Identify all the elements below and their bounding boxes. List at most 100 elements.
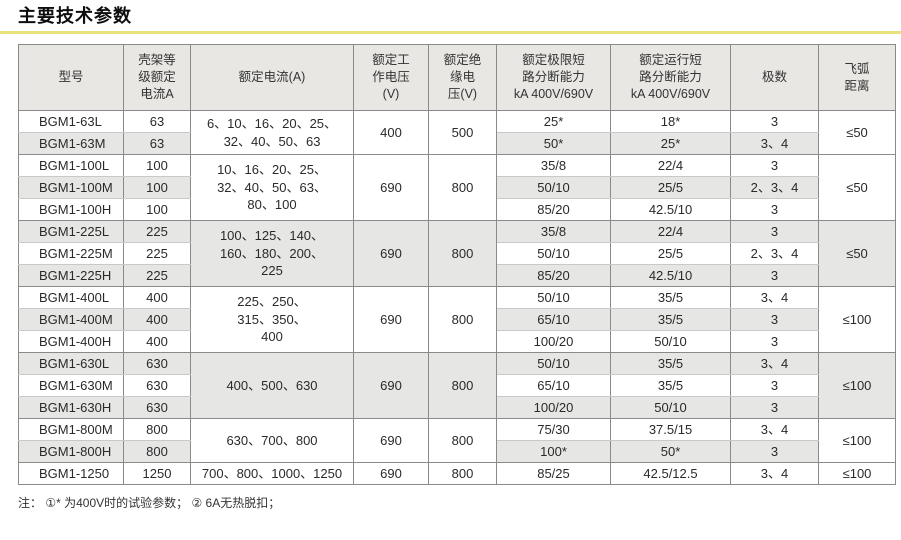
table-row: BGM1-63L 63 6、10、16、20、25、 32、40、50、63 4…: [18, 110, 896, 155]
table-row: BGM1-800M 800 630、700、800 690 800 75/30 …: [18, 418, 896, 463]
table-row: BGM1-225M 225 50/10 25/5 2、3、4: [18, 242, 896, 265]
ultimate-breaking-cell: 50*: [496, 132, 611, 155]
page-title: 主要技术参数: [18, 6, 132, 26]
arc-distance-cell: ≤100: [818, 418, 896, 463]
poles-cell: 3: [730, 396, 819, 419]
col-header-service-breaking: 额定运行短 路分断能力 kA 400V/690V: [610, 44, 731, 111]
frame-current-cell: 800: [123, 418, 191, 441]
table-row: BGM1-1250 1250 700、800、1000、1250 690 800…: [18, 462, 896, 485]
ultimate-breaking-cell: 25*: [496, 110, 611, 133]
table-row: BGM1-630M 630 65/10 35/5 3: [18, 374, 896, 397]
service-breaking-cell: 42.5/12.5: [610, 462, 731, 485]
rated-current-cell: 6、10、16、20、25、 32、40、50、63: [190, 110, 354, 155]
table-row: BGM1-100H 100 85/20 42.5/10 3: [18, 198, 896, 221]
frame-current-cell: 1250: [123, 462, 191, 485]
poles-cell: 3: [730, 220, 819, 243]
spec-table: 型号 壳架等 级额定 电流A 额定电流(A) 额定工 作电压 (V) 额定绝 缘…: [18, 44, 896, 485]
frame-current-cell: 400: [123, 308, 191, 331]
model-cell: BGM1-800H: [18, 440, 124, 463]
rated-current-cell: 700、800、1000、1250: [190, 462, 354, 485]
service-breaking-cell: 22/4: [610, 220, 731, 243]
poles-cell: 3: [730, 308, 819, 331]
poles-cell: 3: [730, 440, 819, 463]
service-breaking-cell: 50*: [610, 440, 731, 463]
insulation-voltage-cell: 800: [428, 462, 497, 485]
model-cell: BGM1-800M: [18, 418, 124, 441]
frame-current-cell: 630: [123, 352, 191, 375]
ultimate-breaking-cell: 65/10: [496, 308, 611, 331]
ultimate-breaking-cell: 100/20: [496, 330, 611, 353]
insulation-voltage-cell: 800: [428, 220, 497, 287]
model-cell: BGM1-100L: [18, 154, 124, 177]
service-breaking-cell: 35/5: [610, 352, 731, 375]
service-breaking-cell: 42.5/10: [610, 264, 731, 287]
model-cell: BGM1-225L: [18, 220, 124, 243]
insulation-voltage-cell: 500: [428, 110, 497, 155]
arc-distance-cell: ≤50: [818, 154, 896, 221]
frame-current-cell: 630: [123, 374, 191, 397]
service-breaking-cell: 35/5: [610, 374, 731, 397]
col-header-insulation-voltage: 额定绝 缘电 压(V): [428, 44, 497, 111]
col-header-rated-current: 额定电流(A): [190, 44, 354, 111]
table-row: BGM1-400L 400 225、250、 315、350、 400 690 …: [18, 286, 896, 353]
table-row: BGM1-100M 100 50/10 25/5 2、3、4: [18, 176, 896, 199]
frame-current-cell: 100: [123, 176, 191, 199]
rated-current-cell: 630、700、800: [190, 418, 354, 463]
rated-current-cell: 10、16、20、25、 32、40、50、63、 80、100: [190, 154, 354, 221]
ultimate-breaking-cell: 65/10: [496, 374, 611, 397]
ultimate-breaking-cell: 35/8: [496, 154, 611, 177]
working-voltage-cell: 690: [353, 220, 429, 287]
working-voltage-cell: 690: [353, 352, 429, 419]
model-cell: BGM1-630H: [18, 396, 124, 419]
model-cell: BGM1-630L: [18, 352, 124, 375]
model-cell: BGM1-63L: [18, 110, 124, 133]
service-breaking-cell: 35/5: [610, 308, 731, 331]
poles-cell: 3: [730, 374, 819, 397]
table-row: BGM1-400H 400 100/20 50/10 3: [18, 330, 896, 353]
frame-current-cell: 100: [123, 198, 191, 221]
col-header-poles: 极数: [730, 44, 819, 111]
frame-current-cell: 400: [123, 330, 191, 353]
table-row: BGM1-63M 63 50* 25* 3、4: [18, 132, 896, 155]
model-cell: BGM1-400H: [18, 330, 124, 353]
poles-cell: 3、4: [730, 352, 819, 375]
ultimate-breaking-cell: 50/10: [496, 242, 611, 265]
model-cell: BGM1-225M: [18, 242, 124, 265]
poles-cell: 3、4: [730, 418, 819, 441]
arc-distance-cell: ≤100: [818, 462, 896, 485]
poles-cell: 3: [730, 154, 819, 177]
model-cell: BGM1-100M: [18, 176, 124, 199]
insulation-voltage-cell: 800: [428, 154, 497, 221]
ultimate-breaking-cell: 50/10: [496, 286, 611, 309]
frame-current-cell: 100: [123, 154, 191, 177]
poles-cell: 3: [730, 330, 819, 353]
rated-current-cell: 225、250、 315、350、 400: [190, 286, 354, 353]
model-cell: BGM1-63M: [18, 132, 124, 155]
frame-current-cell: 800: [123, 440, 191, 463]
arc-distance-cell: ≤100: [818, 352, 896, 419]
working-voltage-cell: 690: [353, 154, 429, 221]
service-breaking-cell: 50/10: [610, 396, 731, 419]
model-cell: BGM1-100H: [18, 198, 124, 221]
poles-cell: 3、4: [730, 286, 819, 309]
working-voltage-cell: 690: [353, 418, 429, 463]
col-header-working-voltage: 额定工 作电压 (V): [353, 44, 429, 111]
model-cell: BGM1-225H: [18, 264, 124, 287]
service-breaking-cell: 25/5: [610, 176, 731, 199]
working-voltage-cell: 400: [353, 110, 429, 155]
service-breaking-cell: 35/5: [610, 286, 731, 309]
ultimate-breaking-cell: 100/20: [496, 396, 611, 419]
poles-cell: 3: [730, 198, 819, 221]
table-row: BGM1-800H 800 100* 50* 3: [18, 440, 896, 463]
ultimate-breaking-cell: 100*: [496, 440, 611, 463]
poles-cell: 3: [730, 110, 819, 133]
model-cell: BGM1-630M: [18, 374, 124, 397]
ultimate-breaking-cell: 35/8: [496, 220, 611, 243]
frame-current-cell: 400: [123, 286, 191, 309]
poles-cell: 3、4: [730, 132, 819, 155]
service-breaking-cell: 18*: [610, 110, 731, 133]
ultimate-breaking-cell: 85/20: [496, 264, 611, 287]
header-row: 型号 壳架等 级额定 电流A 额定电流(A) 额定工 作电压 (V) 额定绝 缘…: [18, 44, 896, 111]
poles-cell: 3: [730, 264, 819, 287]
frame-current-cell: 225: [123, 242, 191, 265]
